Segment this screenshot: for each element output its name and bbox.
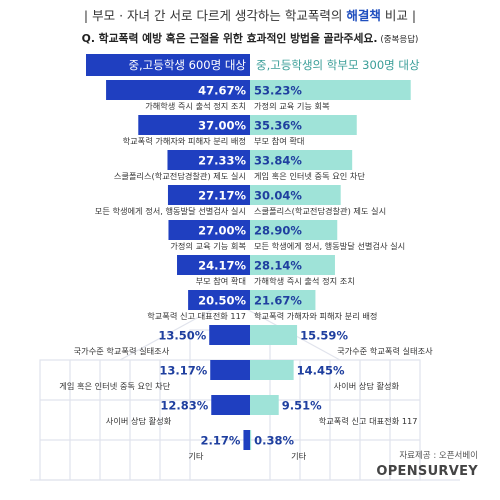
right-category-label: 국가수준 학교폭력 실태조사 xyxy=(337,346,433,356)
right-bar xyxy=(250,290,316,310)
left-bar xyxy=(138,115,250,135)
right-value-label: 33.84% xyxy=(254,154,302,168)
right-value-label: 9.51% xyxy=(282,399,322,413)
right-bar xyxy=(250,360,294,380)
right-value-label: 0.38% xyxy=(254,434,294,448)
right-category-label: 학교폭력 가해자와 피해자 분리 배정 xyxy=(254,311,377,321)
right-category-label: 부모 참여 확대 xyxy=(254,136,304,146)
right-value-label: 35.36% xyxy=(254,119,302,133)
question-text: Q. 학교폭력 예방 혹은 근절을 위한 효과적인 방법을 골라주세요. (중복응… xyxy=(82,31,419,45)
left-header-bar xyxy=(86,54,250,76)
right-bar xyxy=(250,115,357,135)
left-series-bars: 47.67% 가해학생 즉시 출석 정지 조치 37.00% 학교폭력 가해자와 피해… xyxy=(59,80,250,461)
building-illustration xyxy=(30,299,460,481)
right-value-label: 53.23% xyxy=(254,84,302,98)
left-value-label: 27.33% xyxy=(198,154,246,168)
left-value-label: 13.17% xyxy=(159,364,207,378)
right-series-bars: 53.23% 가정의 교육 기능 회복 35.36% 부모 참여 확대 33.84% 게임… xyxy=(250,80,433,461)
right-category-label: 기타 xyxy=(291,451,307,461)
left-value-label: 47.67% xyxy=(198,84,246,98)
right-value-label: 15.59% xyxy=(300,329,348,343)
left-value-label: 27.00% xyxy=(198,224,246,238)
left-value-label: 24.17% xyxy=(198,259,246,273)
left-category-label: 학교폭력 신고 대표전화 117 xyxy=(147,311,246,321)
right-category-label: 가정의 교육 기능 회복 xyxy=(254,101,330,111)
right-category-label: 가해학생 즉시 출석 정지 조치 xyxy=(254,276,355,286)
right-bar xyxy=(250,185,341,205)
left-bar xyxy=(167,150,250,170)
left-value-label: 12.83% xyxy=(160,399,208,413)
right-value-label: 28.14% xyxy=(254,259,302,273)
right-bar xyxy=(250,395,279,415)
left-bar xyxy=(211,395,250,415)
left-bar xyxy=(168,220,250,240)
right-value-label: 30.04% xyxy=(254,189,302,203)
right-bar xyxy=(250,150,353,170)
left-category-label: 게임 혹은 인터넷 중독 요인 차단 xyxy=(59,381,170,391)
left-bar xyxy=(209,325,250,345)
right-bar xyxy=(250,255,335,275)
right-value-label: 28.90% xyxy=(254,224,302,238)
left-bar xyxy=(210,360,250,380)
left-category-label: 모든 학생에게 정서, 행동발달 선별검사 실시 xyxy=(95,206,246,216)
left-value-label: 20.50% xyxy=(198,294,246,308)
left-bar xyxy=(177,255,250,275)
left-value-label: 37.00% xyxy=(198,119,246,133)
right-bar xyxy=(250,80,411,100)
left-value-label: 27.17% xyxy=(198,189,246,203)
left-category-label: 학교폭력 가해자와 피해자 분리 배정 xyxy=(123,136,246,146)
right-category-label: 게임 혹은 인터넷 중독 요인 차단 xyxy=(254,171,365,181)
right-category-label: 학교폭력 신고 대표전화 117 xyxy=(319,416,418,426)
right-category-label: 스쿨폴리스(학교전담경찰관) 제도 실시 xyxy=(254,206,386,216)
right-series-name: 중,고등학생의 학부모 300명 대상 xyxy=(256,58,420,72)
left-category-label: 부모 참여 확대 xyxy=(196,276,246,286)
left-bar xyxy=(243,430,250,450)
left-category-label: 기타 xyxy=(188,451,204,461)
left-category-label: 국가수준 학교폭력 실태조사 xyxy=(74,346,170,356)
source-note: 자료제공 : 오픈서베이 xyxy=(399,450,478,461)
left-series-name: 중,고등학생 600명 대상 xyxy=(128,58,246,72)
left-value-label: 2.17% xyxy=(201,434,241,448)
right-bar xyxy=(250,220,338,240)
left-category-label: 가해학생 즉시 출석 정지 조치 xyxy=(145,101,246,111)
right-bar xyxy=(250,325,298,345)
left-category-label: 스쿨폴리스(학교전담경찰관) 제도 실시 xyxy=(114,171,246,181)
left-value-label: 13.50% xyxy=(158,329,206,343)
right-bar xyxy=(250,430,252,450)
right-value-label: 21.67% xyxy=(254,294,302,308)
left-category-label: 사이버 상담 활성화 xyxy=(106,416,172,426)
left-bar xyxy=(106,80,250,100)
left-bar xyxy=(188,290,250,310)
chart-title: | 부모 · 자녀 간 서로 다르게 생각하는 학교폭력의 해결책 비교 | xyxy=(84,8,416,23)
right-value-label: 14.45% xyxy=(297,364,345,378)
left-category-label: 가정의 교육 기능 회복 xyxy=(170,241,246,251)
right-category-label: 모든 학생에게 정서, 행동발달 선별검사 실시 xyxy=(254,241,405,251)
opensurvey-logo: OPENSURVEY xyxy=(376,464,478,479)
right-category-label: 사이버 상담 활성화 xyxy=(334,381,400,391)
left-bar xyxy=(167,185,250,205)
